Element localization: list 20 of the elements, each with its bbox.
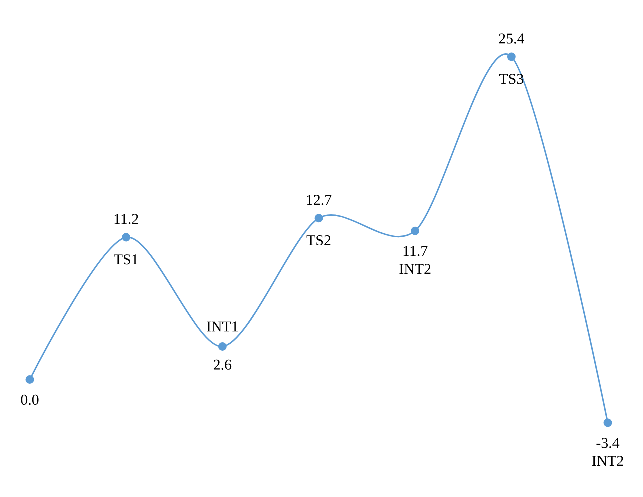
data-label: 11.7: [404, 246, 428, 256]
point: [122, 233, 131, 242]
x-tick-label: TS1: [114, 254, 138, 265]
x-tick-label: TS2: [306, 236, 331, 246]
x-tick-label: INT1: [207, 322, 238, 332]
x-tick-label: TS3: [499, 74, 524, 84]
x-tick-label: INT2: [400, 264, 431, 274]
data-label: 12.7: [307, 195, 332, 206]
point: [218, 342, 227, 351]
point: [507, 52, 516, 62]
data-label: 25.4: [499, 34, 525, 44]
point: [26, 376, 34, 384]
x-tick-label: INT2: [592, 456, 624, 466]
point: [411, 226, 420, 236]
data-label: 0.0: [21, 394, 39, 406]
point: [314, 214, 324, 223]
point: [604, 418, 612, 428]
data-label: 11.2: [114, 214, 138, 224]
data-label: 2.6: [214, 360, 232, 370]
data-label: -3.4: [596, 438, 620, 448]
